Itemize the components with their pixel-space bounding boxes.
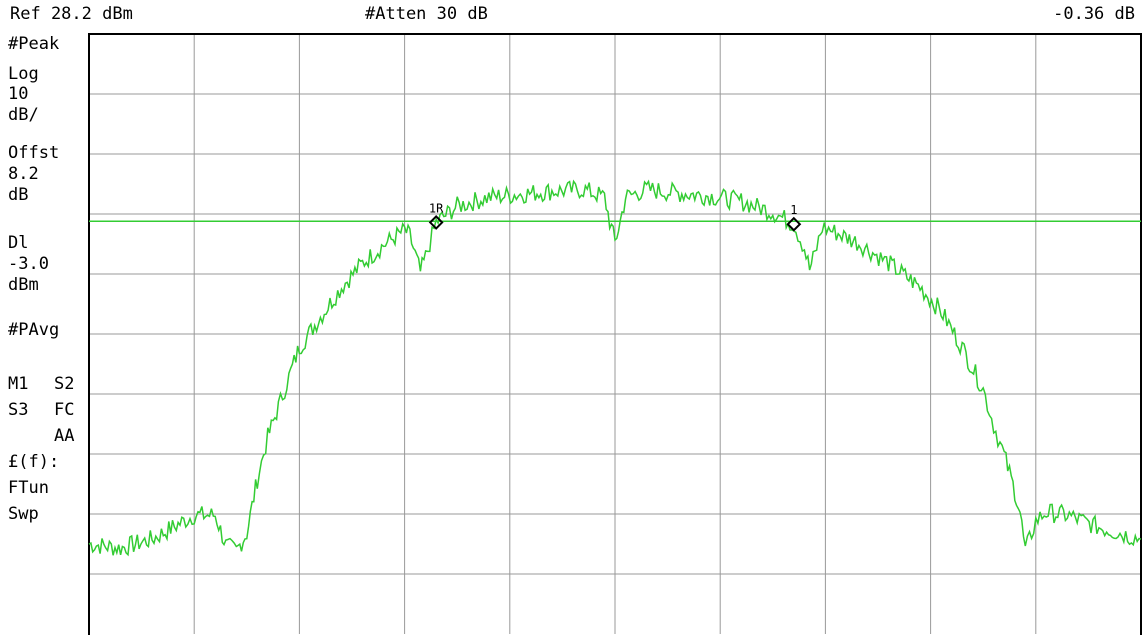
averaging-mode: #PAvg bbox=[8, 320, 60, 340]
marker-label-0: 1R bbox=[429, 201, 444, 215]
trace-m1: M1 bbox=[8, 374, 29, 394]
scale-unit: dB/ bbox=[8, 105, 39, 125]
marker-delta-readout: -0.36 dB bbox=[1053, 4, 1135, 24]
marker-diamond-0 bbox=[428, 214, 444, 230]
marker-diamond-1 bbox=[786, 216, 802, 232]
sidebar-annotations: #Peak Log 10 dB/ Offst 8.2 dB Dl -3.0 dB… bbox=[0, 34, 88, 634]
scale-type: Log bbox=[8, 64, 39, 84]
display-line-value: -3.0 bbox=[8, 254, 49, 274]
spectrum-trace bbox=[88, 179, 1142, 557]
display-line-label: Dl bbox=[8, 233, 29, 253]
plot-grid bbox=[89, 34, 1141, 634]
function-label: £(f): bbox=[8, 452, 60, 472]
scale-value: 10 bbox=[8, 84, 29, 104]
ref-level: Ref 28.2 dBm bbox=[10, 4, 133, 24]
trace-aa: AA bbox=[54, 426, 75, 446]
plot-border bbox=[88, 33, 1142, 635]
detector-mode: #Peak bbox=[8, 34, 60, 54]
trace-fc: FC bbox=[54, 400, 75, 420]
trace-s3: S3 bbox=[8, 400, 29, 420]
freq-tune-label: FTun bbox=[8, 478, 49, 498]
markers: 1R 1 bbox=[428, 201, 802, 232]
display-line-unit: dBm bbox=[8, 275, 39, 295]
offset-value: 8.2 bbox=[8, 164, 39, 184]
sweep-label: Swp bbox=[8, 504, 39, 524]
trace-s2: S2 bbox=[54, 374, 75, 394]
offset-unit: dB bbox=[8, 185, 29, 205]
attenuation: #Atten 30 dB bbox=[365, 4, 488, 24]
offset-label: Offst bbox=[8, 143, 60, 163]
marker-label-1: 1 bbox=[790, 203, 797, 217]
header-bar: Ref 28.2 dBm #Atten 30 dB -0.36 dB bbox=[0, 0, 1143, 34]
